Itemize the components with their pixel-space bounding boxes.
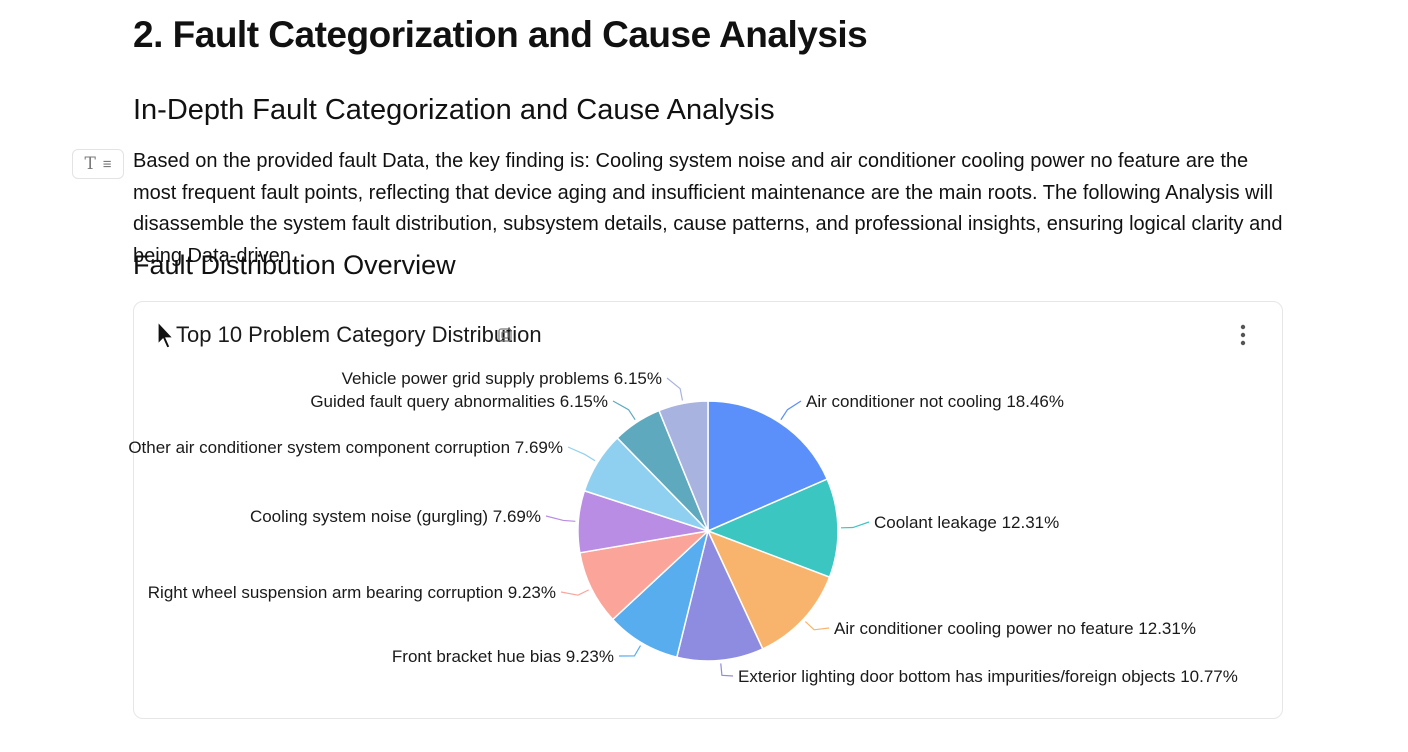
pie-slice[interactable] [706,529,831,650]
pie-slice[interactable] [707,400,829,533]
pie-slice[interactable] [706,478,839,579]
leader-line [618,645,642,657]
pie-slice[interactable] [675,528,764,662]
slice-label: Vehicle power grid supply problems 6.15% [342,369,662,388]
slice-label: Front bracket hue bias 9.23% [392,647,614,666]
slice-label: Right wheel suspension arm bearing corru… [148,583,556,602]
overview-heading: Fault Distribution Overview [133,250,456,280]
text-type-icon[interactable]: T [84,154,96,174]
slice-label: Air conditioner not cooling 18.46% [806,392,1064,411]
pie-slice[interactable] [658,400,709,532]
copy-icon[interactable] [498,328,512,342]
block-handle[interactable]: T ≡ [72,149,124,179]
leader-line [780,400,802,421]
more-vertical-icon[interactable] [1234,322,1252,348]
leader-line [666,377,684,401]
slice-label: Exterior lighting door bottom has impuri… [738,667,1238,686]
slice-label: Cooling system noise (gurgling) 7.69% [250,507,541,526]
leader-line [560,589,590,596]
subsection-title: In-Depth Fault Categorization and Cause … [133,94,775,126]
drag-menu-icon[interactable]: ≡ [102,155,112,173]
leader-line [567,446,596,462]
slice-label: Air conditioner cooling power no feature… [834,619,1196,638]
slice-label: Coolant leakage 12.31% [874,513,1059,532]
intro-paragraph: Based on the provided fault Data, the ke… [133,150,1283,267]
leader-line [840,521,870,529]
chart-title: Top 10 Problem Category Distribution [176,322,542,347]
slice-label: Other air conditioner system component c… [128,438,563,457]
section-title: 2. Fault Categorization and Cause Analys… [133,14,868,55]
slice-label: Guided fault query abnormalities 6.15% [310,392,608,411]
mouse-cursor-icon [157,320,175,349]
leader-line [720,663,734,677]
leader-line [804,621,830,631]
leader-line [545,515,576,522]
leader-line [612,400,636,421]
